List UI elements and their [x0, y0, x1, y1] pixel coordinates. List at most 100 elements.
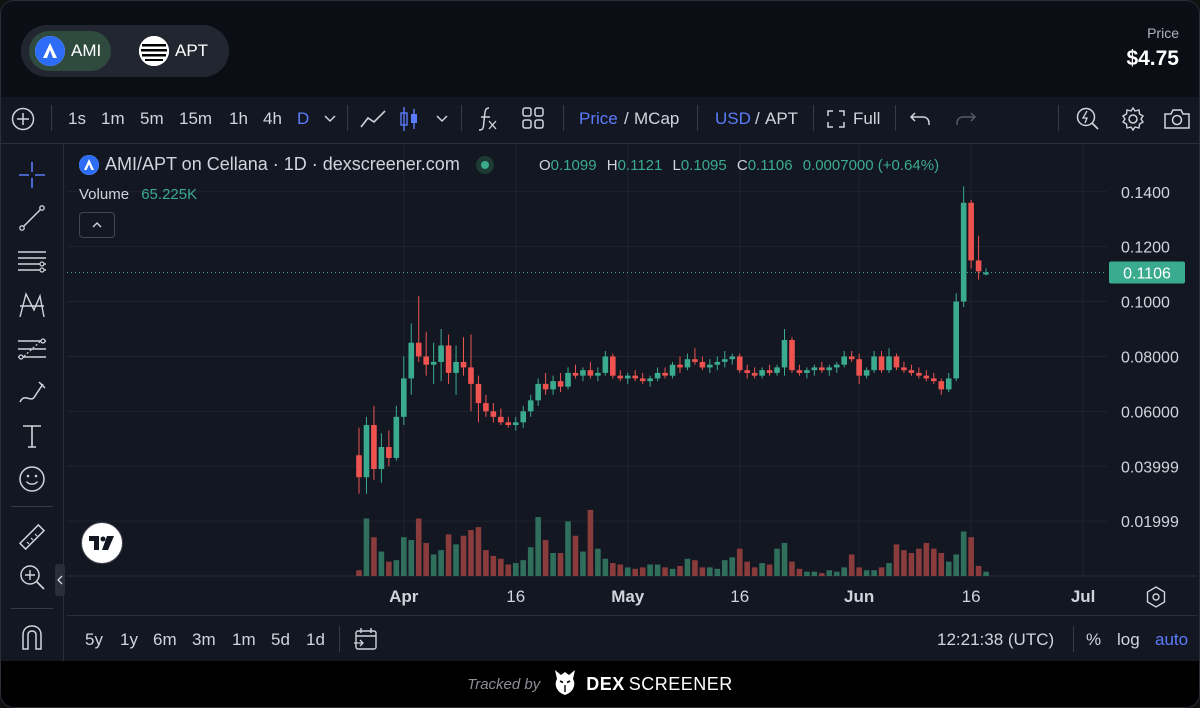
- drawing-toolbar: [1, 144, 65, 661]
- percent-scale-toggle[interactable]: %: [1086, 630, 1102, 649]
- range-1d[interactable]: 1d: [306, 630, 325, 649]
- quick-search-icon[interactable]: [1075, 106, 1101, 137]
- collapse-toolbar-button[interactable]: [55, 564, 65, 596]
- candle-body: [550, 381, 556, 390]
- volume-bar: [371, 537, 377, 576]
- volume-legend: Volume 65.225K: [79, 186, 197, 203]
- range-6m[interactable]: 6m: [153, 630, 177, 649]
- volume-bar: [901, 550, 907, 576]
- volume-bar: [550, 553, 556, 576]
- interval-d[interactable]: D: [297, 109, 310, 128]
- line-chart-icon[interactable]: [359, 107, 387, 136]
- candle-body: [557, 381, 564, 387]
- candle-body: [610, 356, 616, 376]
- token-ami-button[interactable]: AMI: [29, 31, 111, 71]
- chevron-down-icon[interactable]: [323, 111, 337, 131]
- undo-icon[interactable]: [909, 109, 931, 134]
- volume-bar: [826, 570, 833, 576]
- axis-settings-icon[interactable]: [1144, 585, 1168, 614]
- text-tool-icon[interactable]: [17, 421, 47, 451]
- interval-15m[interactable]: 15m: [179, 109, 213, 128]
- volume-bar: [811, 571, 818, 576]
- candle-body: [572, 372, 579, 376]
- volume-bar: [781, 542, 788, 576]
- volume-bar: [796, 568, 803, 576]
- interval-5m[interactable]: 5m: [140, 109, 164, 128]
- candle-body: [453, 361, 459, 373]
- dexscreener-brand: DEX SCREENER: [586, 674, 733, 695]
- candles-icon[interactable]: [399, 105, 419, 138]
- pattern-icon[interactable]: [17, 290, 47, 320]
- candle-body: [393, 416, 400, 458]
- candle-body: [923, 375, 930, 379]
- utc-clock[interactable]: 12:21:38 (UTC): [937, 630, 1055, 649]
- calendar-goto-icon[interactable]: [353, 627, 379, 656]
- candle-body: [490, 411, 497, 417]
- brush-icon[interactable]: [17, 378, 47, 408]
- candle-body: [983, 272, 989, 275]
- log-scale-toggle[interactable]: log: [1117, 630, 1140, 649]
- candle-body: [662, 372, 668, 376]
- trend-line-icon[interactable]: [17, 203, 47, 233]
- token-apt-button[interactable]: APT: [133, 31, 225, 71]
- price-toggle[interactable]: Price: [579, 109, 618, 128]
- candle-body: [953, 301, 959, 379]
- chevron-down-icon[interactable]: [435, 111, 449, 131]
- divider: [51, 105, 52, 131]
- gear-icon[interactable]: [1120, 106, 1146, 137]
- crosshair-icon[interactable]: [17, 160, 47, 190]
- token-switch[interactable]: AMI APT: [21, 25, 229, 77]
- volume-bar: [415, 518, 422, 576]
- collapse-legend-button[interactable]: [79, 212, 115, 238]
- zoom-in-icon[interactable]: [17, 562, 47, 592]
- camera-icon[interactable]: [1163, 107, 1191, 136]
- candle-body: [669, 364, 676, 376]
- range-3m[interactable]: 3m: [192, 630, 216, 649]
- divider: [1073, 626, 1074, 652]
- emoji-icon[interactable]: [17, 464, 47, 494]
- price-chart[interactable]: 0.1400 0.1200 0.1000 0.08000 0.06000 0.03999 0…: [67, 144, 1197, 615]
- add-icon[interactable]: [11, 107, 35, 136]
- low-key: L: [672, 157, 681, 174]
- range-5y[interactable]: 5y: [85, 630, 103, 649]
- interval-4h[interactable]: 4h: [263, 109, 282, 128]
- volume-bar: [684, 558, 691, 576]
- auto-scale-toggle[interactable]: auto: [1155, 630, 1189, 649]
- fib-levels-icon[interactable]: [17, 334, 47, 364]
- candle-body: [833, 364, 840, 368]
- candle-body: [931, 378, 937, 382]
- candle-body: [863, 370, 870, 376]
- candle-body: [475, 383, 482, 404]
- ruler-icon[interactable]: [17, 522, 47, 552]
- chart-area[interactable]: 0.1400 0.1200 0.1000 0.08000 0.06000 0.03999 0…: [67, 144, 1197, 661]
- interval-1h[interactable]: 1h: [229, 109, 248, 128]
- redo-icon[interactable]: [955, 109, 977, 134]
- candle-body: [438, 345, 444, 362]
- horizontal-lines-icon[interactable]: [17, 246, 47, 276]
- divider: [461, 105, 462, 131]
- range-5d[interactable]: 5d: [271, 630, 290, 649]
- candle-body: [512, 422, 519, 426]
- usd-toggle[interactable]: USD: [715, 109, 751, 128]
- candle-body: [744, 370, 750, 373]
- range-1y[interactable]: 1y: [120, 630, 138, 649]
- magnet-icon[interactable]: [17, 622, 47, 652]
- candle-body: [468, 367, 474, 384]
- apt-toggle[interactable]: APT: [765, 109, 799, 128]
- fullscreen-icon[interactable]: [827, 110, 845, 133]
- footer: Tracked by DEX SCREENER: [1, 661, 1199, 707]
- volume-bar: [968, 537, 974, 576]
- brand-screener: SCREENER: [628, 673, 733, 694]
- interval-1m[interactable]: 1m: [101, 109, 125, 128]
- tradingview-logo-icon[interactable]: [81, 522, 123, 564]
- candle-body: [378, 447, 385, 469]
- layout-grid-icon[interactable]: [522, 107, 544, 134]
- range-1m[interactable]: 1m: [232, 630, 256, 649]
- indicators-icon[interactable]: [477, 106, 499, 137]
- full-label[interactable]: Full: [853, 109, 881, 128]
- volume-bar: [960, 531, 967, 576]
- volume-bar: [893, 544, 900, 576]
- mcap-toggle[interactable]: MCap: [634, 109, 680, 128]
- interval-1s[interactable]: 1s: [68, 109, 86, 128]
- divider: [895, 105, 896, 131]
